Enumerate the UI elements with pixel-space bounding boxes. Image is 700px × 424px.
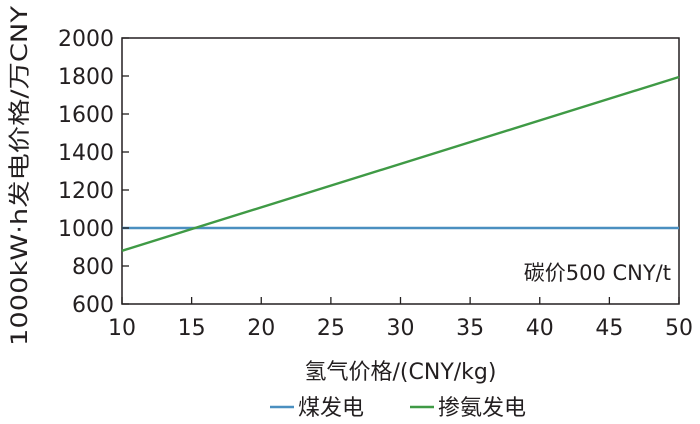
x-axis-ticks: 10 15 20 25 30 35 40 45 50 xyxy=(108,297,693,341)
x-tick-label: 35 xyxy=(456,316,484,341)
x-tick-label: 10 xyxy=(108,316,136,341)
y-tick-label: 1400 xyxy=(58,141,114,166)
series-line-2 xyxy=(121,75,680,252)
x-tick-label: 45 xyxy=(595,316,623,341)
y-tick-label: 1800 xyxy=(58,65,114,90)
x-tick-label: 15 xyxy=(178,316,206,341)
y-tick-label: 1000 xyxy=(58,217,114,242)
y-tick-label: 600 xyxy=(72,293,114,318)
x-tick-label: 40 xyxy=(526,316,554,341)
y-axis-ticks: 600 800 1000 1200 1400 1600 1800 2000 xyxy=(58,27,129,318)
y-axis-title: 1000kW·h发电价格/万CNY xyxy=(8,5,33,346)
x-tick-label: 30 xyxy=(387,316,415,341)
x-tick-label: 20 xyxy=(247,316,275,341)
x-tick-label: 25 xyxy=(317,316,345,341)
legend-label-1: 煤发电 xyxy=(298,396,364,421)
y-tick-label: 1600 xyxy=(58,103,114,128)
y-tick-label: 2000 xyxy=(58,27,114,52)
y-tick-label: 800 xyxy=(72,255,114,280)
y-tick-label: 1200 xyxy=(58,179,114,204)
legend: 煤发电 掺氨发电 xyxy=(270,396,526,421)
legend-label-2: 掺氨发电 xyxy=(438,396,526,421)
carbon-price-annotation: 碳价500 CNY/t xyxy=(524,261,671,285)
x-axis-title: 氢气价格/(CNY/kg) xyxy=(305,360,497,385)
series-layer xyxy=(121,75,680,252)
x-tick-label: 50 xyxy=(665,316,693,341)
